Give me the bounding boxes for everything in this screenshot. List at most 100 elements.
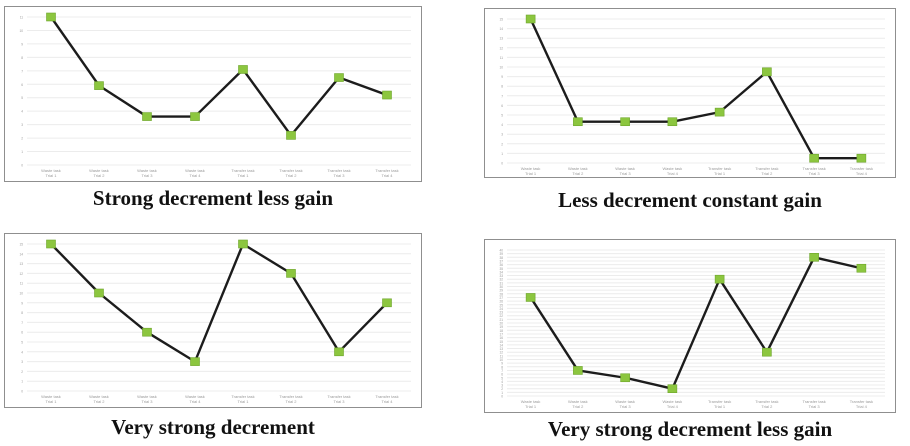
y-tick-label: 23	[499, 311, 503, 315]
y-tick-label: 11	[500, 56, 504, 60]
y-tick-label: 39	[499, 252, 503, 256]
y-tick-label: 14	[19, 252, 23, 256]
y-tick-label: 2	[501, 387, 503, 391]
y-tick-label: 17	[499, 332, 503, 336]
y-tick-label: 7	[501, 94, 503, 98]
y-tick-label: 11	[20, 282, 24, 286]
data-point	[383, 299, 392, 307]
series-line	[531, 19, 862, 158]
y-tick-label: 1	[21, 380, 23, 384]
y-tick-label: 1	[501, 391, 503, 395]
y-tick-label: 5	[501, 114, 503, 118]
y-tick-label: 13	[499, 37, 503, 41]
data-point	[573, 118, 582, 126]
chart-svg-1: 0 1 2 3 4 5 6 7 8 9 10 11 Waste task Trial 1 Waste tas…	[5, 7, 423, 183]
data-point	[383, 91, 392, 99]
x-tick-label: Transfer task Trial 4	[850, 399, 873, 409]
data-point	[143, 113, 152, 121]
data-point	[95, 82, 104, 90]
y-tick-label: 3	[501, 133, 503, 137]
y-tick-label: 4	[21, 350, 23, 354]
data-point	[287, 269, 296, 277]
x-tick-label: Waste task Trial 3	[615, 399, 635, 409]
y-tick-label: 5	[21, 96, 23, 100]
chart-svg-4: 0123456789101112131415161718192021222324…	[485, 240, 897, 414]
x-tick-label: Waste task Trial 1	[521, 166, 541, 176]
x-tick-label: Waste task Trial 2	[568, 399, 588, 409]
x-tick-label: Waste task Trial 1	[41, 168, 61, 178]
chart-caption-3: Very strong decrement	[4, 415, 422, 440]
chart-caption-2: Less decrement constant gain	[484, 188, 896, 213]
y-tick-label: 33	[499, 274, 503, 278]
y-tick-label: 6	[21, 83, 23, 87]
data-point	[526, 293, 535, 301]
y-tick-label: 4	[21, 110, 23, 114]
y-tick-label: 13	[499, 347, 503, 351]
data-point	[47, 240, 56, 248]
x-tick-label: Transfer task Trial 2	[755, 399, 778, 409]
y-tick-label: 9	[21, 301, 23, 305]
y-tick-label: 7	[21, 321, 23, 325]
x-tick-label: Waste task Trial 4	[663, 166, 683, 176]
chart-caption-1: Strong decrement less gain	[4, 186, 422, 211]
y-tick-label: 10	[499, 66, 503, 70]
data-point	[810, 154, 819, 162]
x-tick-label: Transfer task Trial 1	[708, 399, 731, 409]
y-tick-label: 8	[21, 311, 23, 315]
line-chart-1: 0 1 2 3 4 5 6 7 8 9 10 11 Waste task Trial 1 Waste tas…	[4, 6, 422, 182]
y-tick-label: 2	[21, 370, 23, 374]
x-tick-label: Waste task Trial 2	[89, 394, 109, 404]
y-tick-label: 16	[499, 336, 503, 340]
y-tick-label: 36	[499, 263, 503, 267]
x-tick-label: Transfer task Trial 3	[327, 168, 350, 178]
y-tick-label: 19	[499, 325, 503, 329]
x-tick-label: Transfer task Trial 2	[279, 168, 302, 178]
y-tick-label: 8	[21, 56, 23, 60]
x-tick-label: Transfer task Trial 2	[755, 166, 778, 176]
y-tick-label: 3	[21, 360, 23, 364]
y-tick-label: 31	[499, 281, 503, 285]
data-point	[335, 348, 344, 356]
y-tick-label: 1	[21, 150, 23, 154]
x-tick-label: Waste task Trial 4	[185, 394, 205, 404]
x-tick-label: Waste task Trial 1	[41, 394, 61, 404]
data-point	[810, 253, 819, 261]
x-tick-label: Waste task Trial 1	[521, 399, 541, 409]
y-tick-label: 5	[501, 376, 503, 380]
data-point	[143, 328, 152, 336]
data-point	[668, 118, 677, 126]
y-tick-label: 15	[499, 18, 503, 22]
data-point	[239, 240, 248, 248]
x-tick-label: Transfer task Trial 1	[231, 168, 254, 178]
y-tick-label: 6	[21, 331, 23, 335]
y-tick-label: 12	[499, 46, 503, 50]
y-tick-label: 10	[19, 292, 23, 296]
x-tick-label: Transfer task Trial 4	[375, 394, 398, 404]
x-tick-label: Transfer task Trial 4	[850, 166, 873, 176]
y-tick-label: 15	[19, 243, 23, 247]
y-tick-label: 0	[21, 390, 23, 394]
y-tick-label: 21	[499, 318, 503, 322]
data-point	[95, 289, 104, 297]
y-tick-label: 4	[501, 380, 503, 384]
data-point	[526, 15, 535, 23]
y-tick-label: 4	[501, 123, 503, 127]
x-tick-label: Waste task Trial 2	[568, 166, 588, 176]
y-tick-label: 9	[501, 75, 503, 79]
x-tick-label: Waste task Trial 4	[663, 399, 683, 409]
data-point	[715, 275, 724, 283]
x-tick-label: Waste task Trial 4	[185, 168, 205, 178]
y-tick-label: 27	[499, 296, 503, 300]
data-point	[715, 108, 724, 116]
data-point	[857, 154, 866, 162]
x-tick-label: Transfer task Trial 1	[231, 394, 254, 404]
data-point	[191, 358, 200, 366]
data-point	[762, 68, 771, 76]
y-tick-label: 2	[501, 142, 503, 146]
data-point	[47, 13, 56, 21]
data-point	[857, 264, 866, 272]
y-tick-label: 1	[501, 152, 503, 156]
y-tick-label: 15	[499, 340, 503, 344]
